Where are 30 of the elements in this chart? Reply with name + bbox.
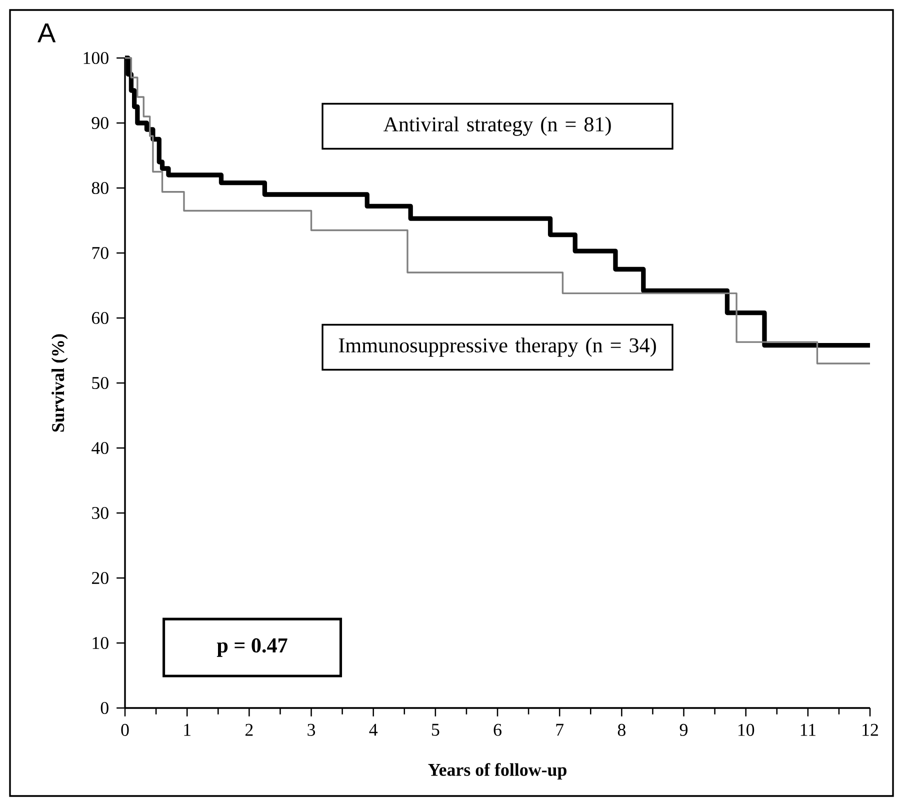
y-tick-label: 0 xyxy=(100,702,108,714)
text: A xyxy=(38,23,56,42)
x-axis-title: Years of follow-up xyxy=(428,763,566,780)
x-tick-label: 12 xyxy=(862,724,878,736)
x-tick-label: 4 xyxy=(369,724,378,736)
text: Antiviral strategy (n = 81) xyxy=(383,116,611,136)
x-tick-label: 3 xyxy=(308,724,316,736)
text: Immunosuppressive therapy (n = 34) xyxy=(338,338,656,357)
x-tick-label: 6 xyxy=(494,724,502,736)
y-tick-label: 10 xyxy=(92,636,108,650)
y-tick-label: 80 xyxy=(92,182,108,194)
x-tick-label: 10 xyxy=(738,724,754,736)
y-tick-label: 30 xyxy=(92,506,108,520)
y-tick-label: 100 xyxy=(84,52,108,64)
y-tick-label: 20 xyxy=(92,572,108,584)
x-tick-label: 9 xyxy=(680,724,688,736)
y-tick-label: 40 xyxy=(92,442,108,454)
y-tick-label: 60 xyxy=(92,312,108,324)
x-tick-label: 8 xyxy=(618,724,626,736)
x-tick-label: 0 xyxy=(121,724,129,736)
y-axis-title: Survival (%) xyxy=(52,334,68,432)
y-tick-label: 50 xyxy=(92,376,108,390)
x-tick-label: 5 xyxy=(432,724,440,736)
x-tick-label: 2 xyxy=(245,724,253,736)
x-tick-label: 1 xyxy=(184,724,190,736)
y-tick-label: 90 xyxy=(92,116,108,130)
x-tick-label: 7 xyxy=(556,724,564,736)
x-tick-label: 11 xyxy=(800,724,816,736)
annotation: p = 0.47 xyxy=(216,638,288,657)
y-tick-label: 70 xyxy=(92,246,108,260)
